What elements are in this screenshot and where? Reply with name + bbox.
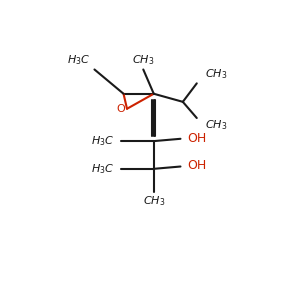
Text: $CH_3$: $CH_3$ <box>132 53 154 67</box>
Text: $H_3C$: $H_3C$ <box>91 162 114 176</box>
Text: $CH_3$: $CH_3$ <box>205 118 227 132</box>
Text: OH: OH <box>188 132 207 145</box>
Text: OH: OH <box>188 159 207 172</box>
Text: $H_3C$: $H_3C$ <box>91 134 114 148</box>
Text: $CH_3$: $CH_3$ <box>142 194 165 208</box>
Text: O: O <box>116 104 125 114</box>
Text: $CH_3$: $CH_3$ <box>205 67 227 81</box>
Text: $H_3C$: $H_3C$ <box>67 53 90 67</box>
